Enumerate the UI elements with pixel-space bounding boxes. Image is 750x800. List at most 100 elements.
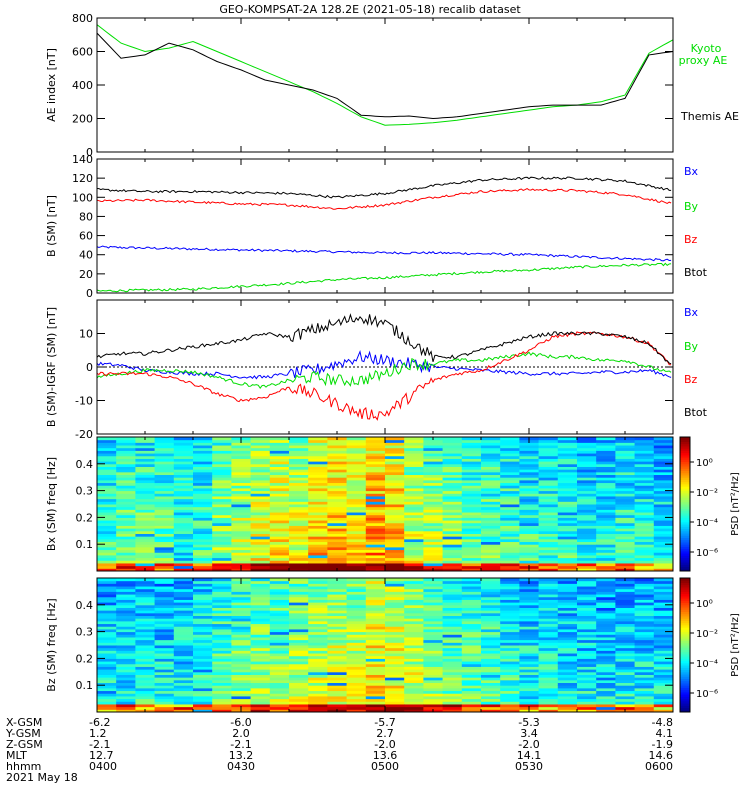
- heatmap-cell: [404, 583, 424, 587]
- heatmap-cell: [193, 544, 213, 548]
- colorbar-cell: [680, 463, 690, 467]
- heatmap-cell: [519, 536, 540, 540]
- heatmap-cell: [135, 703, 156, 708]
- heatmap-cell: [269, 653, 290, 657]
- heatmap-cell: [423, 693, 444, 697]
- heatmap-cell: [212, 612, 232, 617]
- heatmap-cell: [461, 471, 482, 476]
- heatmap-cell: [577, 618, 597, 622]
- heatmap-cell: [404, 663, 424, 667]
- heatmap-cell: [423, 666, 444, 670]
- heatmap-cell: [519, 634, 540, 638]
- heatmap-cell: [461, 442, 482, 446]
- heatmap-cell: [557, 506, 578, 510]
- colorbar-cell: [680, 667, 690, 671]
- heatmap-cell: [231, 538, 252, 543]
- heatmap-cell: [173, 471, 194, 476]
- heatmap-cell: [135, 461, 156, 465]
- heatmap-cell: [173, 552, 194, 556]
- heatmap-cell: [231, 693, 252, 697]
- heatmap-cell: [173, 671, 194, 675]
- heatmap-cell: [481, 552, 501, 556]
- heatmap-cell: [538, 658, 559, 662]
- heatmap-cell: [538, 554, 559, 559]
- heatmap-cell: [154, 477, 175, 481]
- heatmap-cell: [442, 463, 463, 467]
- heatmap-cell: [557, 490, 578, 494]
- heatmap-cell: [289, 666, 309, 670]
- heatmap-cell: [615, 628, 636, 633]
- heatmap-cell: [346, 709, 367, 713]
- heatmap-cell: [519, 653, 540, 657]
- heatmap-cell: [231, 650, 252, 654]
- heatmap-cell: [404, 509, 424, 513]
- heatmap-cell: [423, 504, 444, 508]
- heatmap-cell: [461, 458, 482, 462]
- heatmap-cell: [519, 626, 540, 630]
- heatmap-cell: [346, 701, 367, 705]
- heatmap-cell: [269, 642, 290, 646]
- heatmap-cell: [289, 639, 309, 643]
- heatmap-cell: [423, 522, 444, 526]
- heatmap-cell: [385, 536, 405, 540]
- heatmap-cell: [577, 610, 597, 614]
- heatmap-cell: [231, 661, 252, 665]
- heatmap-cell: [500, 578, 520, 582]
- heatmap-cell: [557, 690, 578, 694]
- heatmap-cell: [154, 695, 175, 700]
- heatmap-cell: [404, 522, 424, 526]
- heatmap-cell: [173, 642, 194, 646]
- ephemeris-value: 1.2: [89, 727, 107, 740]
- heatmap-cell: [97, 620, 117, 625]
- heatmap-cell: [653, 525, 674, 529]
- heatmap-cell: [481, 506, 501, 510]
- colorbar-cell: [680, 618, 690, 621]
- heatmap-cell: [385, 520, 405, 524]
- heatmap-cell: [385, 607, 405, 611]
- heatmap-cell: [346, 463, 367, 467]
- heatmap-cell: [557, 549, 578, 553]
- heatmap-cell: [116, 453, 136, 457]
- y-axis-label: Bz (SM) freq [Hz]: [45, 598, 58, 691]
- heatmap-cell: [519, 594, 540, 598]
- heatmap-cell: [500, 658, 520, 662]
- heatmap-cell: [346, 687, 367, 692]
- heatmap-cell: [500, 517, 520, 521]
- heatmap-cell: [173, 557, 194, 561]
- heatmap-cell: [308, 568, 328, 572]
- heatmap-cell: [538, 495, 559, 500]
- heatmap-cell: [346, 546, 367, 551]
- heatmap-cell: [653, 645, 674, 649]
- colorbar-cell: [680, 707, 690, 711]
- heatmap-cell: [193, 701, 213, 705]
- heatmap-cell: [481, 450, 501, 454]
- heatmap-cell: [231, 669, 252, 673]
- heatmap-cell: [231, 639, 252, 643]
- heatmap-cell: [289, 455, 309, 459]
- heatmap-cell: [116, 583, 136, 587]
- heatmap-cell: [231, 474, 252, 478]
- heatmap-cell: [481, 439, 501, 443]
- heatmap-cell: [365, 685, 386, 689]
- heatmap-cell: [519, 463, 540, 467]
- heatmap-cell: [481, 591, 501, 595]
- heatmap-cell: [461, 552, 482, 556]
- heatmap-cell: [615, 520, 636, 524]
- heatmap-cell: [250, 650, 271, 654]
- heatmap-cell: [481, 685, 501, 689]
- heatmap-cell: [442, 544, 463, 548]
- heatmap-cell: [404, 501, 424, 505]
- heatmap-cell: [577, 554, 597, 559]
- heatmap-cell: [538, 479, 559, 484]
- heatmap-cell: [365, 634, 386, 638]
- heatmap-cell: [365, 512, 386, 516]
- heatmap-cell: [577, 469, 597, 473]
- heatmap-cell: [212, 636, 232, 641]
- heatmap-cell: [365, 677, 386, 681]
- heatmap-cell: [481, 658, 501, 662]
- heatmap-cell: [346, 509, 367, 513]
- heatmap-cell: [289, 520, 309, 524]
- heatmap-cell: [116, 509, 136, 513]
- heatmap-cell: [404, 709, 424, 713]
- heatmap-cell: [442, 469, 463, 473]
